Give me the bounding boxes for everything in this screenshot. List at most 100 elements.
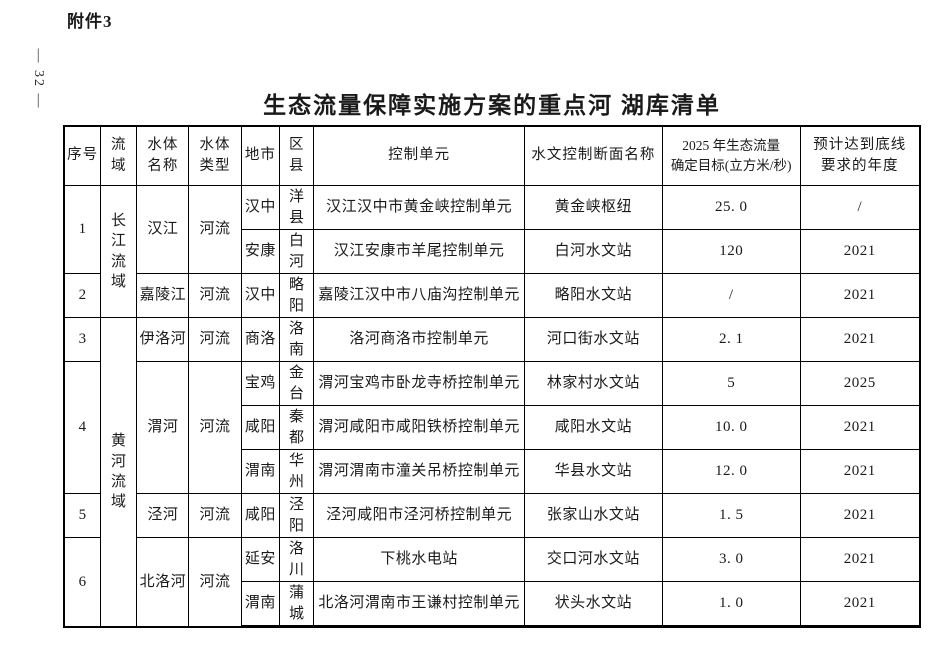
- table-cell-water-name: 汉江: [136, 185, 190, 274]
- table-cell-city: 汉中: [240, 185, 281, 230]
- table-row: 渭南 蒲城 北洛河渭南市王谦村控制单元 状头水文站 1. 0 2021: [64, 581, 921, 628]
- table-cell-control-unit: 汉江汉中市黄金峡控制单元: [313, 185, 525, 230]
- table-cell-county: 白河: [279, 229, 315, 274]
- river-lake-list-table: 序号 流域 水体 名称 水体 类型 地市 区县 控制单元 水文控制断面名称 20…: [63, 125, 921, 628]
- header-cell-seq: 序号: [63, 125, 102, 186]
- table-cell-year: /: [799, 185, 921, 230]
- header-row: 序号 流域 水体 名称 水体 类型 地市 区县 控制单元 水文控制断面名称 20…: [63, 125, 921, 186]
- table-cell-water-name: 泾河: [136, 493, 190, 538]
- table-cell-control-unit: 汉江安康市羊尾控制单元: [313, 229, 525, 274]
- table-cell-section: 略阳水文站: [523, 273, 663, 318]
- table-cell-target: 5: [661, 361, 801, 406]
- table-cell-target: 1. 0: [661, 581, 801, 628]
- table-cell-target: 3. 0: [661, 537, 801, 582]
- table-cell-seq: 1: [63, 185, 102, 274]
- table-cell-basin: 长江 流域: [100, 185, 138, 318]
- table-cell-section: 咸阳水文站: [523, 405, 663, 450]
- table-row: 1 长江 流域 汉江 河流 汉中 洋县 汉江汉中市黄金峡控制单元 黄金峡枢纽 2…: [63, 185, 921, 318]
- table-cell-county: 金台: [279, 361, 315, 406]
- table-row: 安康 白河 汉江安康市羊尾控制单元 白河水文站 120 2021: [64, 229, 921, 274]
- header-cell-2025-target: 2025 年生态流量 确定目标(立方米/秒): [661, 125, 801, 186]
- table-cell-control-unit: 泾河咸阳市泾河桥控制单元: [313, 493, 525, 538]
- table-cell-city: 商洛: [240, 317, 281, 362]
- table-cell-year: 2021: [799, 405, 921, 450]
- document-title: 生态流量保障实施方案的重点河 湖库清单: [263, 93, 721, 118]
- table-cell-county: 略阳: [279, 273, 315, 318]
- table-cell-city: 宝鸡: [240, 361, 281, 406]
- table-cell-seq: 6: [63, 537, 102, 627]
- table-cell-seq: 5: [63, 493, 102, 538]
- header-cell-section-name: 水文控制断面名称: [523, 125, 663, 186]
- table-cell-target: 10. 0: [661, 405, 801, 450]
- table-cell-year: 2021: [799, 273, 921, 318]
- table-cell-basin: 黄河 流域: [100, 317, 138, 627]
- attachment-label: 附件3: [67, 12, 113, 31]
- header-cell-target-year: 预计达到底线 要求的年度: [799, 125, 921, 186]
- table-cell-target: 12. 0: [661, 449, 801, 494]
- table-cell-city: 渭南: [240, 449, 281, 494]
- table-cell-control-unit: 洛河商洛市控制单元: [313, 317, 525, 362]
- table-cell-water-name: 渭河: [136, 361, 190, 494]
- header-cell-water-type: 水体 类型: [188, 125, 242, 186]
- table-row: 3 黄河 流域 伊洛河 河流 商洛 洛南 洛河商洛市控制单元 河口街水文站 2.…: [63, 317, 921, 627]
- table-cell-control-unit: 嘉陵江汉中市八庙沟控制单元: [313, 273, 525, 318]
- table-cell-county: 洋县: [279, 185, 315, 230]
- header-cell-basin: 流域: [100, 125, 138, 186]
- table-cell-water-name: 北洛河: [136, 537, 190, 627]
- table-cell-control-unit: 下桃水电站: [313, 537, 525, 582]
- table-cell-water-type: 河流: [188, 537, 242, 627]
- table-cell-section: 河口街水文站: [523, 317, 663, 362]
- table-cell-section: 交口河水文站: [523, 537, 663, 582]
- table-row: 5 泾河 河流 咸阳 泾阳 泾河咸阳市泾河桥控制单元 张家山水文站 1. 5 2…: [63, 493, 921, 538]
- table-cell-section: 白河水文站: [523, 229, 663, 274]
- table-cell-year: 2021: [799, 537, 921, 582]
- table-cell-year: 2021: [799, 229, 921, 274]
- table-cell-target: 25. 0: [661, 185, 801, 230]
- table-cell-year: 2021: [799, 493, 921, 538]
- header-cell-water-name: 水体 名称: [136, 125, 190, 186]
- table-cell-section: 华县水文站: [523, 449, 663, 494]
- table-cell-water-name: 嘉陵江: [136, 273, 190, 318]
- table-cell-city: 延安: [240, 537, 281, 582]
- table-cell-city: 安康: [240, 229, 281, 274]
- header-cell-control-unit: 控制单元: [313, 125, 525, 186]
- table-cell-section: 林家村水文站: [523, 361, 663, 406]
- table-cell-year: 2021: [799, 317, 921, 362]
- table-cell-target: 1. 5: [661, 493, 801, 538]
- header-cell-city: 地市: [240, 125, 281, 186]
- table-cell-year: 2025: [799, 361, 921, 406]
- table-cell-water-name: 伊洛河: [136, 317, 190, 362]
- table-cell-water-type: 河流: [188, 361, 242, 494]
- table-cell-county: 秦都: [279, 405, 315, 450]
- table-cell-city: 汉中: [240, 273, 281, 318]
- table-cell-county: 泾阳: [279, 493, 315, 538]
- table-row: 2 嘉陵江 河流 汉中 略阳 嘉陵江汉中市八庙沟控制单元 略阳水文站 / 202…: [63, 273, 921, 318]
- table-cell-city: 咸阳: [240, 493, 281, 538]
- table-cell-water-type: 河流: [188, 493, 242, 538]
- table-cell-water-type: 河流: [188, 317, 242, 362]
- header-cell-county: 区县: [279, 125, 315, 186]
- table-cell-section: 张家山水文站: [523, 493, 663, 538]
- table-cell-section: 状头水文站: [523, 581, 663, 628]
- table-row: 渭南 华州 渭河渭南市潼关吊桥控制单元 华县水文站 12. 0 2021: [64, 449, 921, 494]
- table-cell-target: 2. 1: [661, 317, 801, 362]
- table-cell-seq: 2: [63, 273, 102, 318]
- table-row: 4 渭河 河流 宝鸡 金台 渭河宝鸡市卧龙寺桥控制单元 林家村水文站 5 202…: [63, 361, 921, 494]
- table-cell-county: 洛南: [279, 317, 315, 362]
- table-cell-year: 2021: [799, 449, 921, 494]
- table-cell-target: /: [661, 273, 801, 318]
- table-cell-water-type: 河流: [188, 273, 242, 318]
- table-cell-city: 渭南: [240, 581, 281, 628]
- table-cell-seq: 4: [63, 361, 102, 494]
- table-cell-control-unit: 渭河宝鸡市卧龙寺桥控制单元: [313, 361, 525, 406]
- table-cell-county: 洛川: [279, 537, 315, 582]
- table-cell-year: 2021: [799, 581, 921, 628]
- table-cell-city: 咸阳: [240, 405, 281, 450]
- table-cell-section: 黄金峡枢纽: [523, 185, 663, 230]
- table-row: 6 北洛河 河流 延安 洛川 下桃水电站 交口河水文站 3. 0 2021: [63, 537, 921, 627]
- page-number: — 32 —: [31, 48, 46, 110]
- table-cell-county: 华州: [279, 449, 315, 494]
- table-row: 咸阳 秦都 渭河咸阳市咸阳铁桥控制单元 咸阳水文站 10. 0 2021: [64, 405, 921, 450]
- table-cell-control-unit: 渭河渭南市潼关吊桥控制单元: [313, 449, 525, 494]
